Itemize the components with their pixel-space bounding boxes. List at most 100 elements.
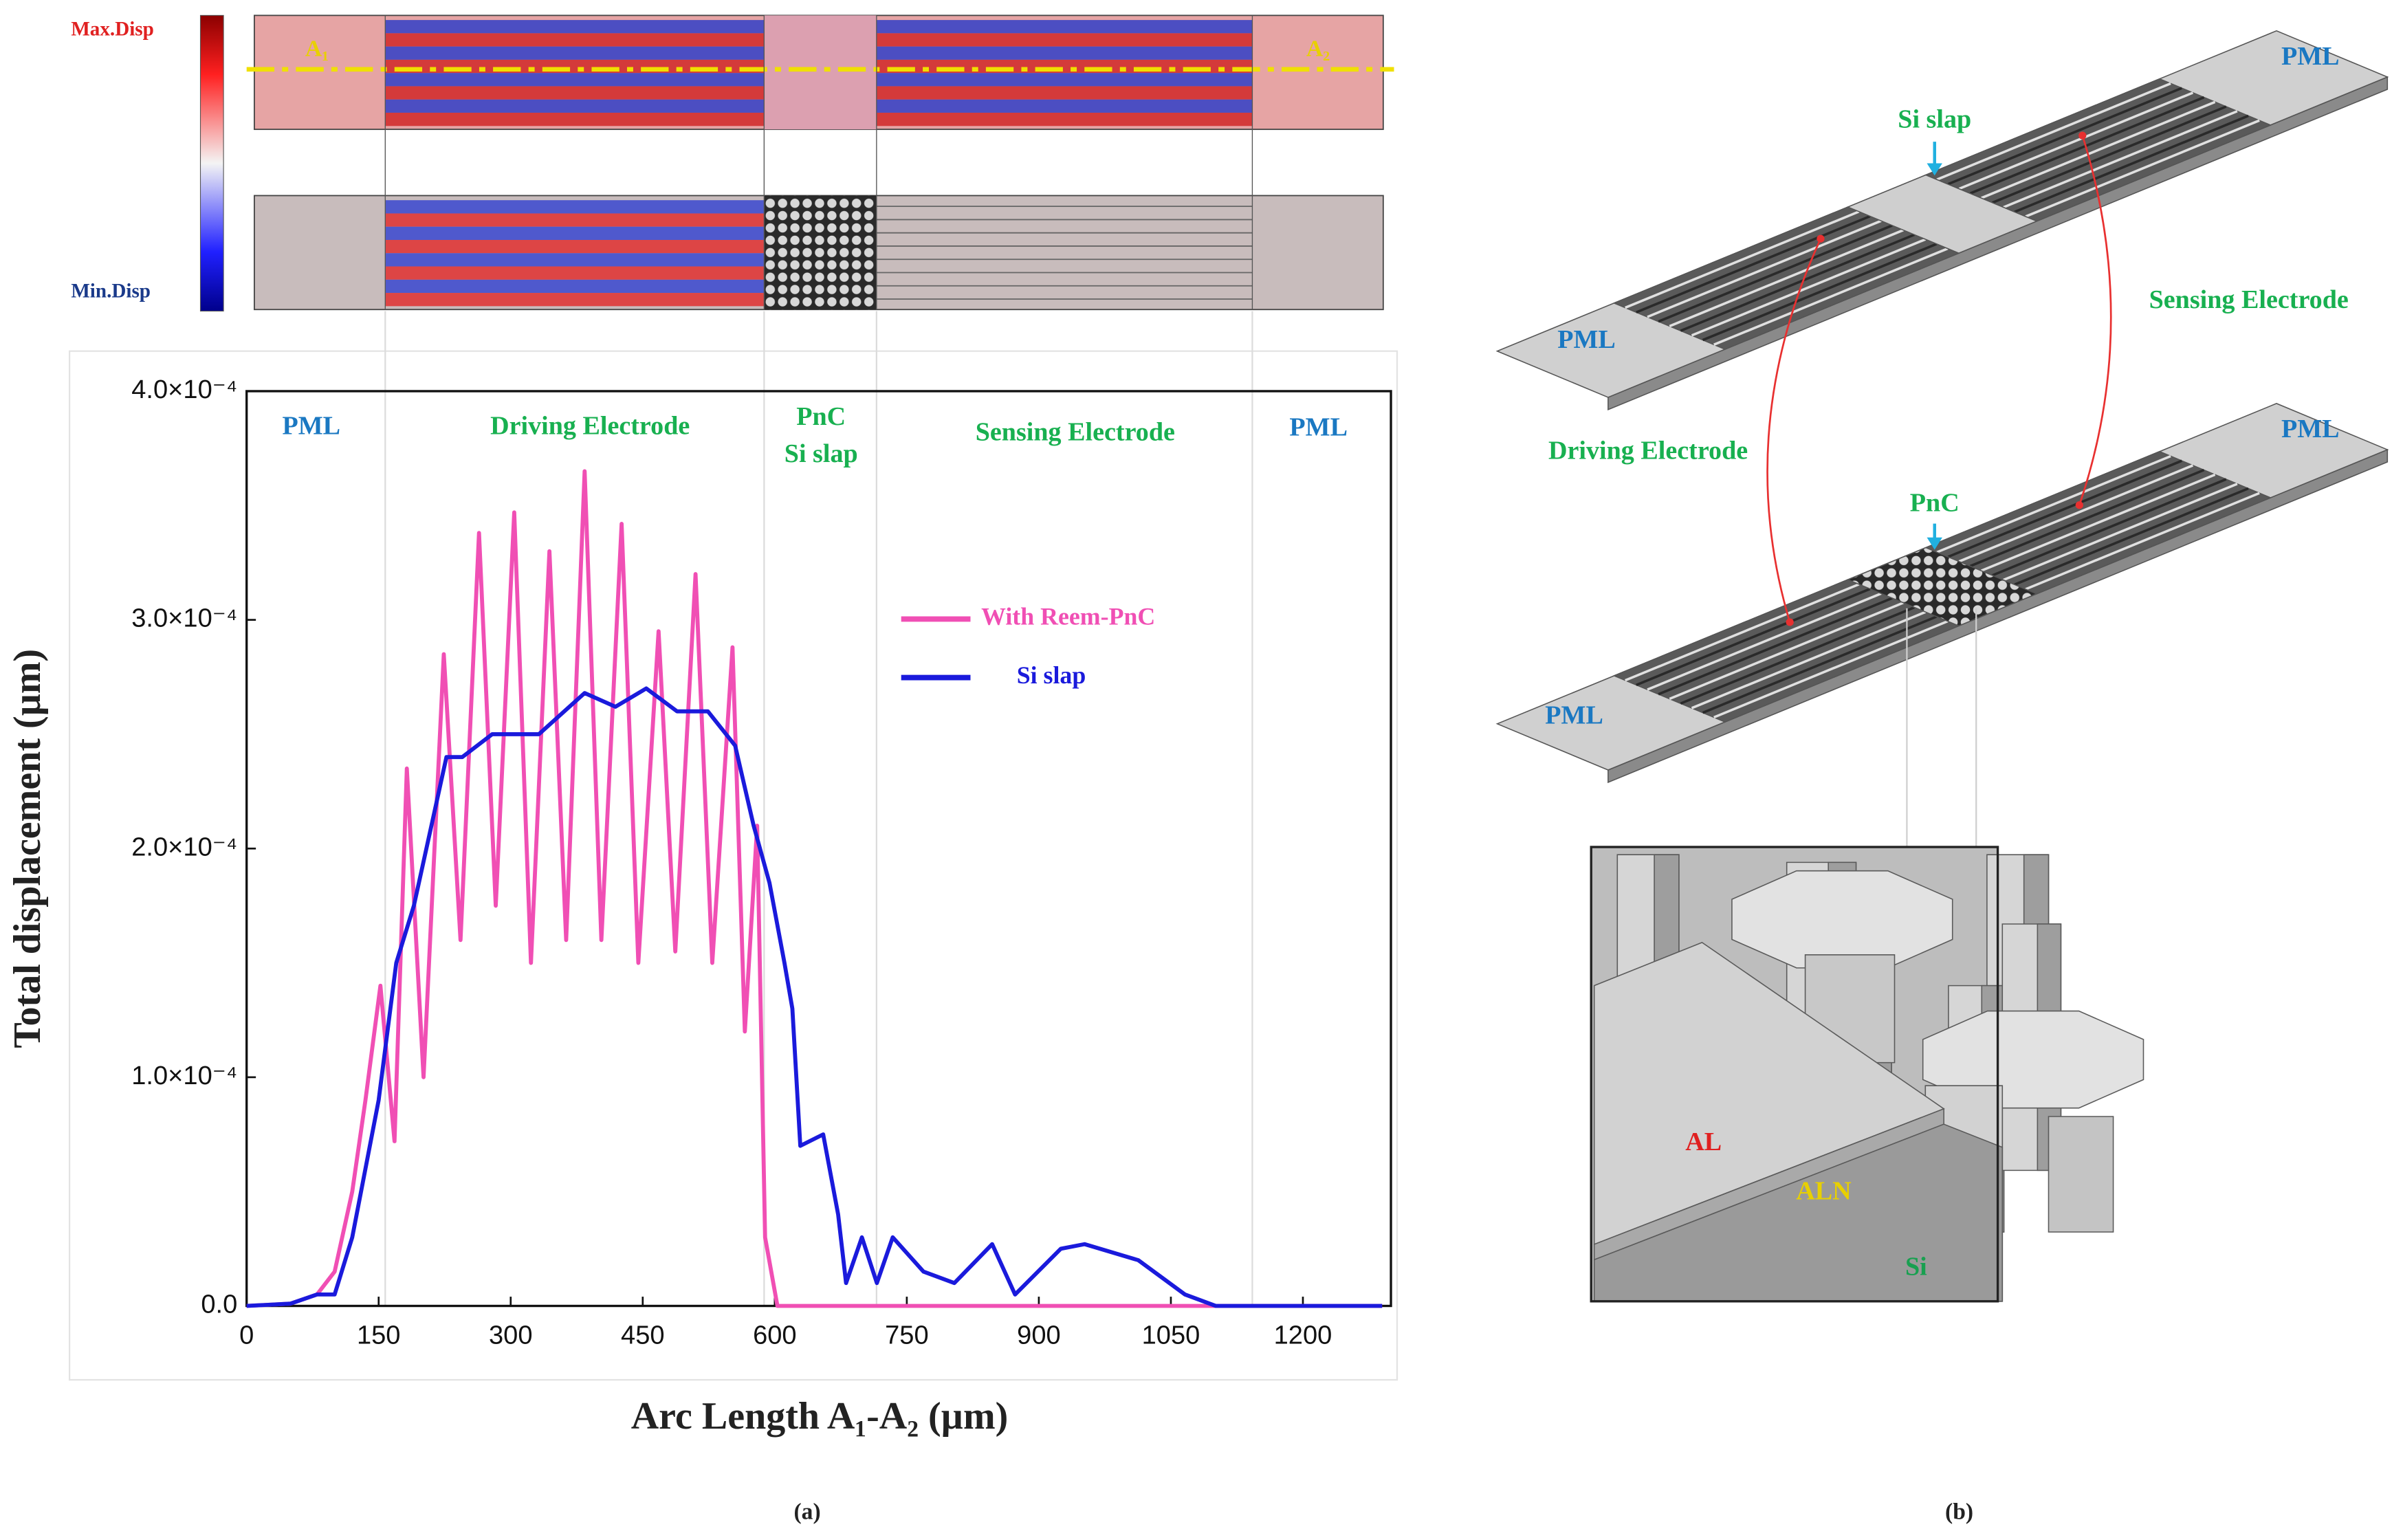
electrode-finger [1980, 100, 2216, 199]
zoom-frame [1590, 846, 1999, 1303]
electrode-finger [2003, 483, 2238, 582]
electrode-finger [1702, 243, 1938, 342]
heatmap-stripe [876, 73, 1253, 87]
arrow-tip [2075, 501, 2083, 509]
pillar-cap [1731, 870, 1953, 969]
arrow-tip [1786, 618, 1794, 626]
pnc-label: PnC [1910, 488, 1960, 517]
y-tick-label: 3.0×10⁻⁴ [131, 604, 237, 633]
plate-side [1608, 448, 2389, 784]
plate-side [1608, 76, 2389, 411]
legend-label: Si slap [1017, 661, 1086, 689]
region-label: PML [282, 411, 340, 440]
pillar [2048, 1116, 2114, 1233]
arrow-tip [1817, 234, 1825, 243]
x-axis-title: Arc Length A₁-A₂ (µm) [631, 1395, 1009, 1438]
electrode-finger [2003, 110, 2238, 209]
link-arrow [2078, 135, 2112, 506]
y-tick-label: 2.0×10⁻⁴ [131, 833, 237, 861]
electrode-finger [1636, 587, 1871, 687]
heatmap-stripe [385, 279, 765, 294]
lattice [764, 195, 877, 310]
heatmap-stripe [385, 46, 765, 60]
region-label: PnC [796, 402, 846, 431]
electrode-finger [1969, 96, 2205, 195]
link-arrow [1766, 238, 1822, 623]
heatmap-stripe [876, 99, 1253, 113]
slab-label: Si slap [1898, 105, 1971, 134]
start-marker: A₁ [305, 36, 329, 62]
x-tick-label: 450 [621, 1321, 665, 1350]
plot-area: 0.0 1.0×10⁻⁴ 2.0×10⁻⁴ 3.0×10⁻⁴ 4.0×10⁻⁴ 0 150 3… [131, 311, 1392, 1350]
heatmap-stripe [385, 112, 765, 126]
electrode-finger [2014, 487, 2249, 586]
layer-label: ALN [1796, 1177, 1851, 1206]
region-label: Sensing Electrode [976, 417, 1175, 446]
caption-a: (a) [793, 1499, 820, 1525]
electrode-finger [1636, 214, 1871, 314]
x-tick-label: 1050 [1142, 1321, 1200, 1350]
heatmap-stripe [385, 200, 765, 214]
pml-label: PML [1545, 701, 1603, 730]
electrode-finger [1958, 464, 2194, 563]
layer-label: Si [1905, 1252, 1927, 1281]
heatmap-stripe [385, 33, 765, 47]
electrode-finger [2025, 492, 2260, 591]
driving-label: Driving Electrode [1548, 436, 1748, 465]
pml-label: PML [1557, 325, 1616, 354]
x-tick-label: 600 [753, 1321, 797, 1350]
electrode-finger [1680, 233, 1916, 332]
legend-label: With Reem-PnC [981, 603, 1155, 630]
electrode-finger [1947, 87, 2182, 186]
heatmap-stripe [385, 226, 765, 240]
si-layer [1593, 1123, 2004, 1302]
x-tick-label: 900 [1017, 1321, 1061, 1350]
end-marker: A₂ [1306, 36, 1330, 62]
series-line [246, 469, 1383, 1308]
heatmap-stripe [385, 99, 765, 113]
heatmap-stripe [385, 20, 765, 34]
zoom-view [1590, 846, 2144, 1303]
min-label: Min.Disp [71, 280, 151, 302]
electrode-finger [1713, 619, 1949, 719]
y-tick-label: 0.0 [201, 1290, 237, 1319]
electrode-finger [1647, 592, 1882, 691]
sensing-label: Sensing Electrode [2149, 285, 2349, 314]
electrode-finger [1992, 105, 2227, 204]
pml-label: PML [2281, 415, 2340, 443]
device-diagram [1495, 30, 2389, 848]
electrode-finger [1702, 615, 1938, 714]
electrode-finger [1691, 610, 1927, 710]
electrode-finger [1936, 82, 2171, 181]
x-tick-label: 150 [357, 1321, 401, 1350]
region-label: Si slap [784, 439, 858, 468]
heatmap-stripe [385, 293, 765, 307]
slab-region [1846, 547, 2039, 627]
electrode-finger [1947, 459, 2182, 558]
pointer-head [1927, 537, 1942, 550]
electrode-finger [2025, 119, 2260, 218]
electrode-finger [1969, 468, 2205, 568]
heatmap-stripe [385, 213, 765, 227]
pillar-cap [1922, 1010, 2144, 1109]
electrode-finger [1936, 454, 2171, 553]
electrode-finger [1992, 478, 2227, 577]
layer-label: AL [1685, 1128, 1722, 1156]
electrode-finger [1669, 602, 1904, 701]
region-label: PML [1289, 413, 1348, 442]
electrode-finger [1958, 91, 2194, 190]
electrode-finger [1625, 210, 1860, 309]
plot-frame [245, 390, 1392, 1308]
y-tick-label: 1.0×10⁻⁴ [131, 1062, 237, 1090]
electrode-finger [1658, 597, 1893, 696]
series-line [246, 686, 1383, 1308]
electrode-finger [1625, 583, 1860, 682]
electrode-finger [1980, 473, 2216, 572]
heatmap-stripe [385, 266, 765, 280]
electrode-finger [2014, 114, 2249, 213]
heatmap-stripe [876, 46, 1253, 60]
heatmap-stripe [385, 86, 765, 100]
x-tick-label: 0 [239, 1321, 254, 1350]
electrode-finger [1658, 224, 1893, 323]
